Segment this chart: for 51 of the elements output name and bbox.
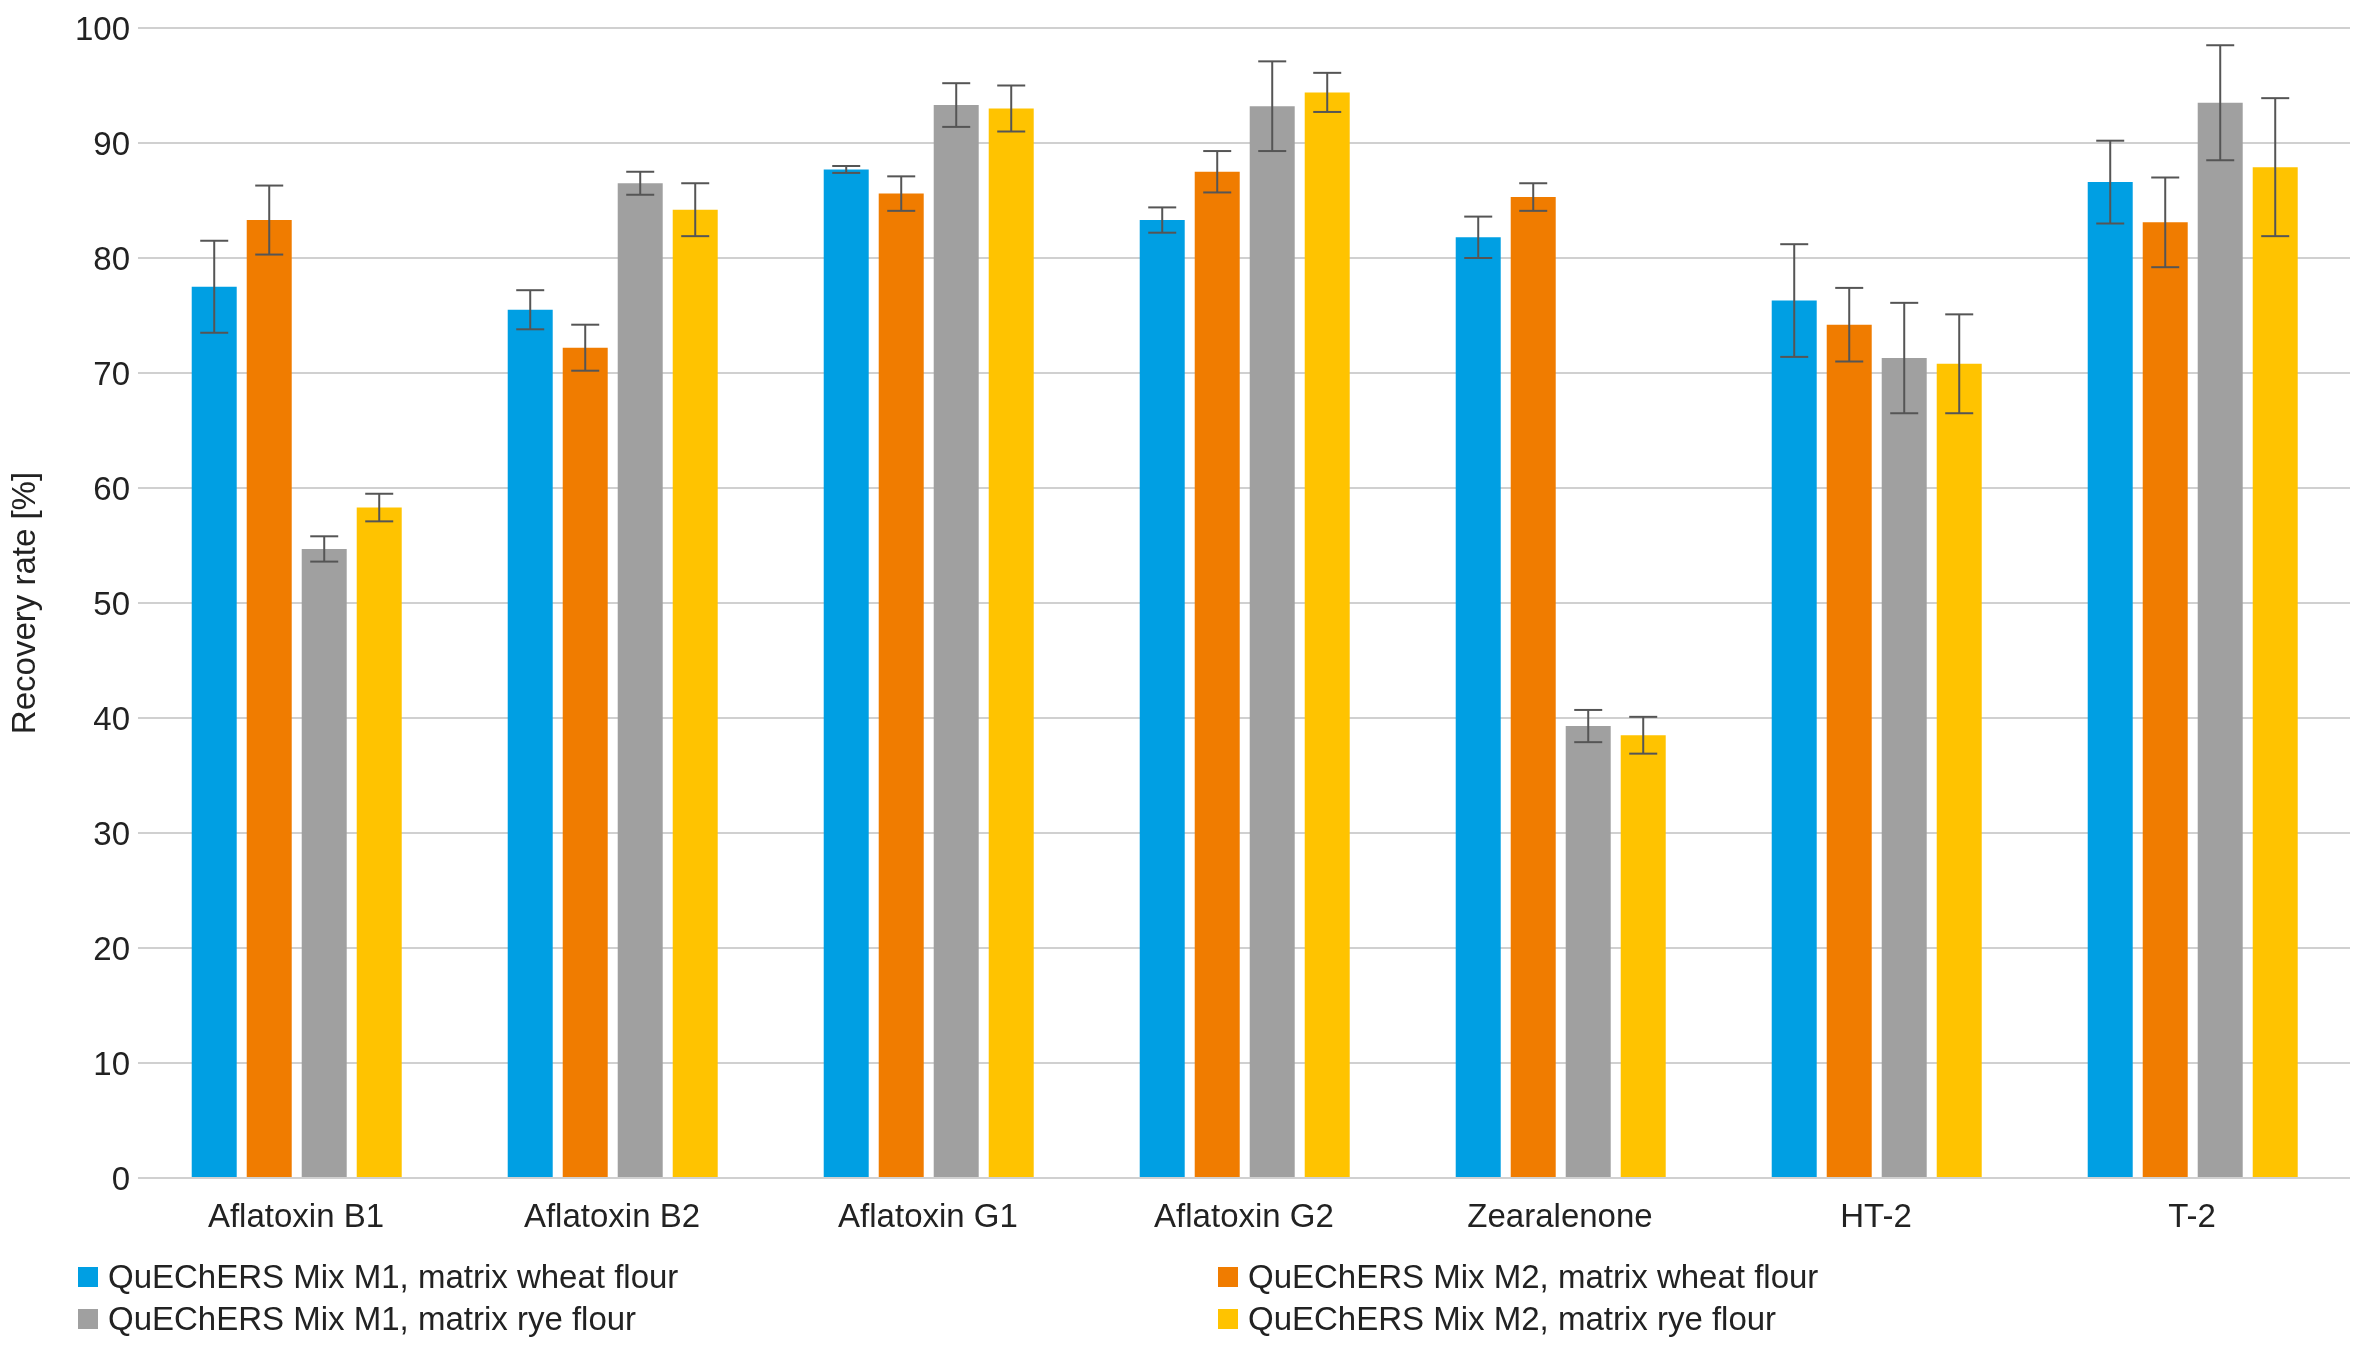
x-tick-label: T-2	[2168, 1197, 2216, 1235]
x-tick-label: Aflatoxin G1	[838, 1197, 1018, 1235]
bar	[933, 105, 979, 1178]
legend-label: QuEChERS Mix M2, matrix rye flour	[1248, 1300, 1777, 1338]
y-tick-label: 20	[93, 929, 130, 967]
bar	[1139, 220, 1185, 1178]
bar	[1249, 106, 1295, 1178]
bar	[2142, 222, 2188, 1178]
y-tick-label: 70	[93, 354, 130, 392]
bar	[1881, 358, 1927, 1178]
y-tick-label: 30	[93, 814, 130, 852]
bar	[356, 507, 402, 1178]
bar	[823, 169, 869, 1178]
bar	[1826, 324, 1872, 1178]
bar	[1565, 726, 1611, 1178]
bar	[878, 193, 924, 1178]
x-tick-label: Aflatoxin B2	[523, 1197, 701, 1235]
y-tick-label: 10	[93, 1044, 130, 1082]
x-tick-label: HT-2	[1840, 1197, 1912, 1235]
bar	[617, 183, 663, 1178]
y-tick-label: 50	[93, 584, 130, 622]
y-tick-label: 0	[111, 1159, 130, 1197]
bar	[2087, 182, 2133, 1178]
bar	[2197, 102, 2243, 1178]
y-tick-label: 60	[93, 469, 130, 507]
legend-label: QuEChERS Mix M1, matrix rye flour	[108, 1300, 637, 1338]
bar	[2252, 167, 2298, 1178]
bar	[1510, 197, 1556, 1178]
bar	[1304, 92, 1350, 1178]
bar	[1771, 300, 1817, 1178]
y-axis-title: Recovery rate [%]	[4, 471, 42, 735]
x-tick-label: Aflatoxin B1	[207, 1197, 385, 1235]
y-tick-label: 90	[93, 124, 130, 162]
bar	[1455, 237, 1501, 1178]
y-tick-label: 100	[74, 9, 130, 47]
legend-label: QuEChERS Mix M1, matrix wheat flour	[108, 1258, 679, 1296]
bar	[672, 209, 718, 1178]
bar	[507, 309, 553, 1178]
bar	[301, 548, 347, 1178]
y-tick-label: 40	[93, 699, 130, 737]
bar	[191, 286, 237, 1178]
legend-label: QuEChERS Mix M2, matrix wheat flour	[1248, 1258, 1819, 1296]
bar	[988, 108, 1034, 1178]
y-tick-label: 80	[93, 239, 130, 277]
bar	[1194, 171, 1240, 1178]
x-tick-label: Aflatoxin G2	[1154, 1197, 1334, 1235]
bar	[1936, 363, 1982, 1178]
x-tick-label: Zearalenone	[1467, 1197, 1653, 1235]
bar	[562, 347, 608, 1178]
bar	[246, 220, 292, 1178]
bar	[1620, 735, 1666, 1178]
